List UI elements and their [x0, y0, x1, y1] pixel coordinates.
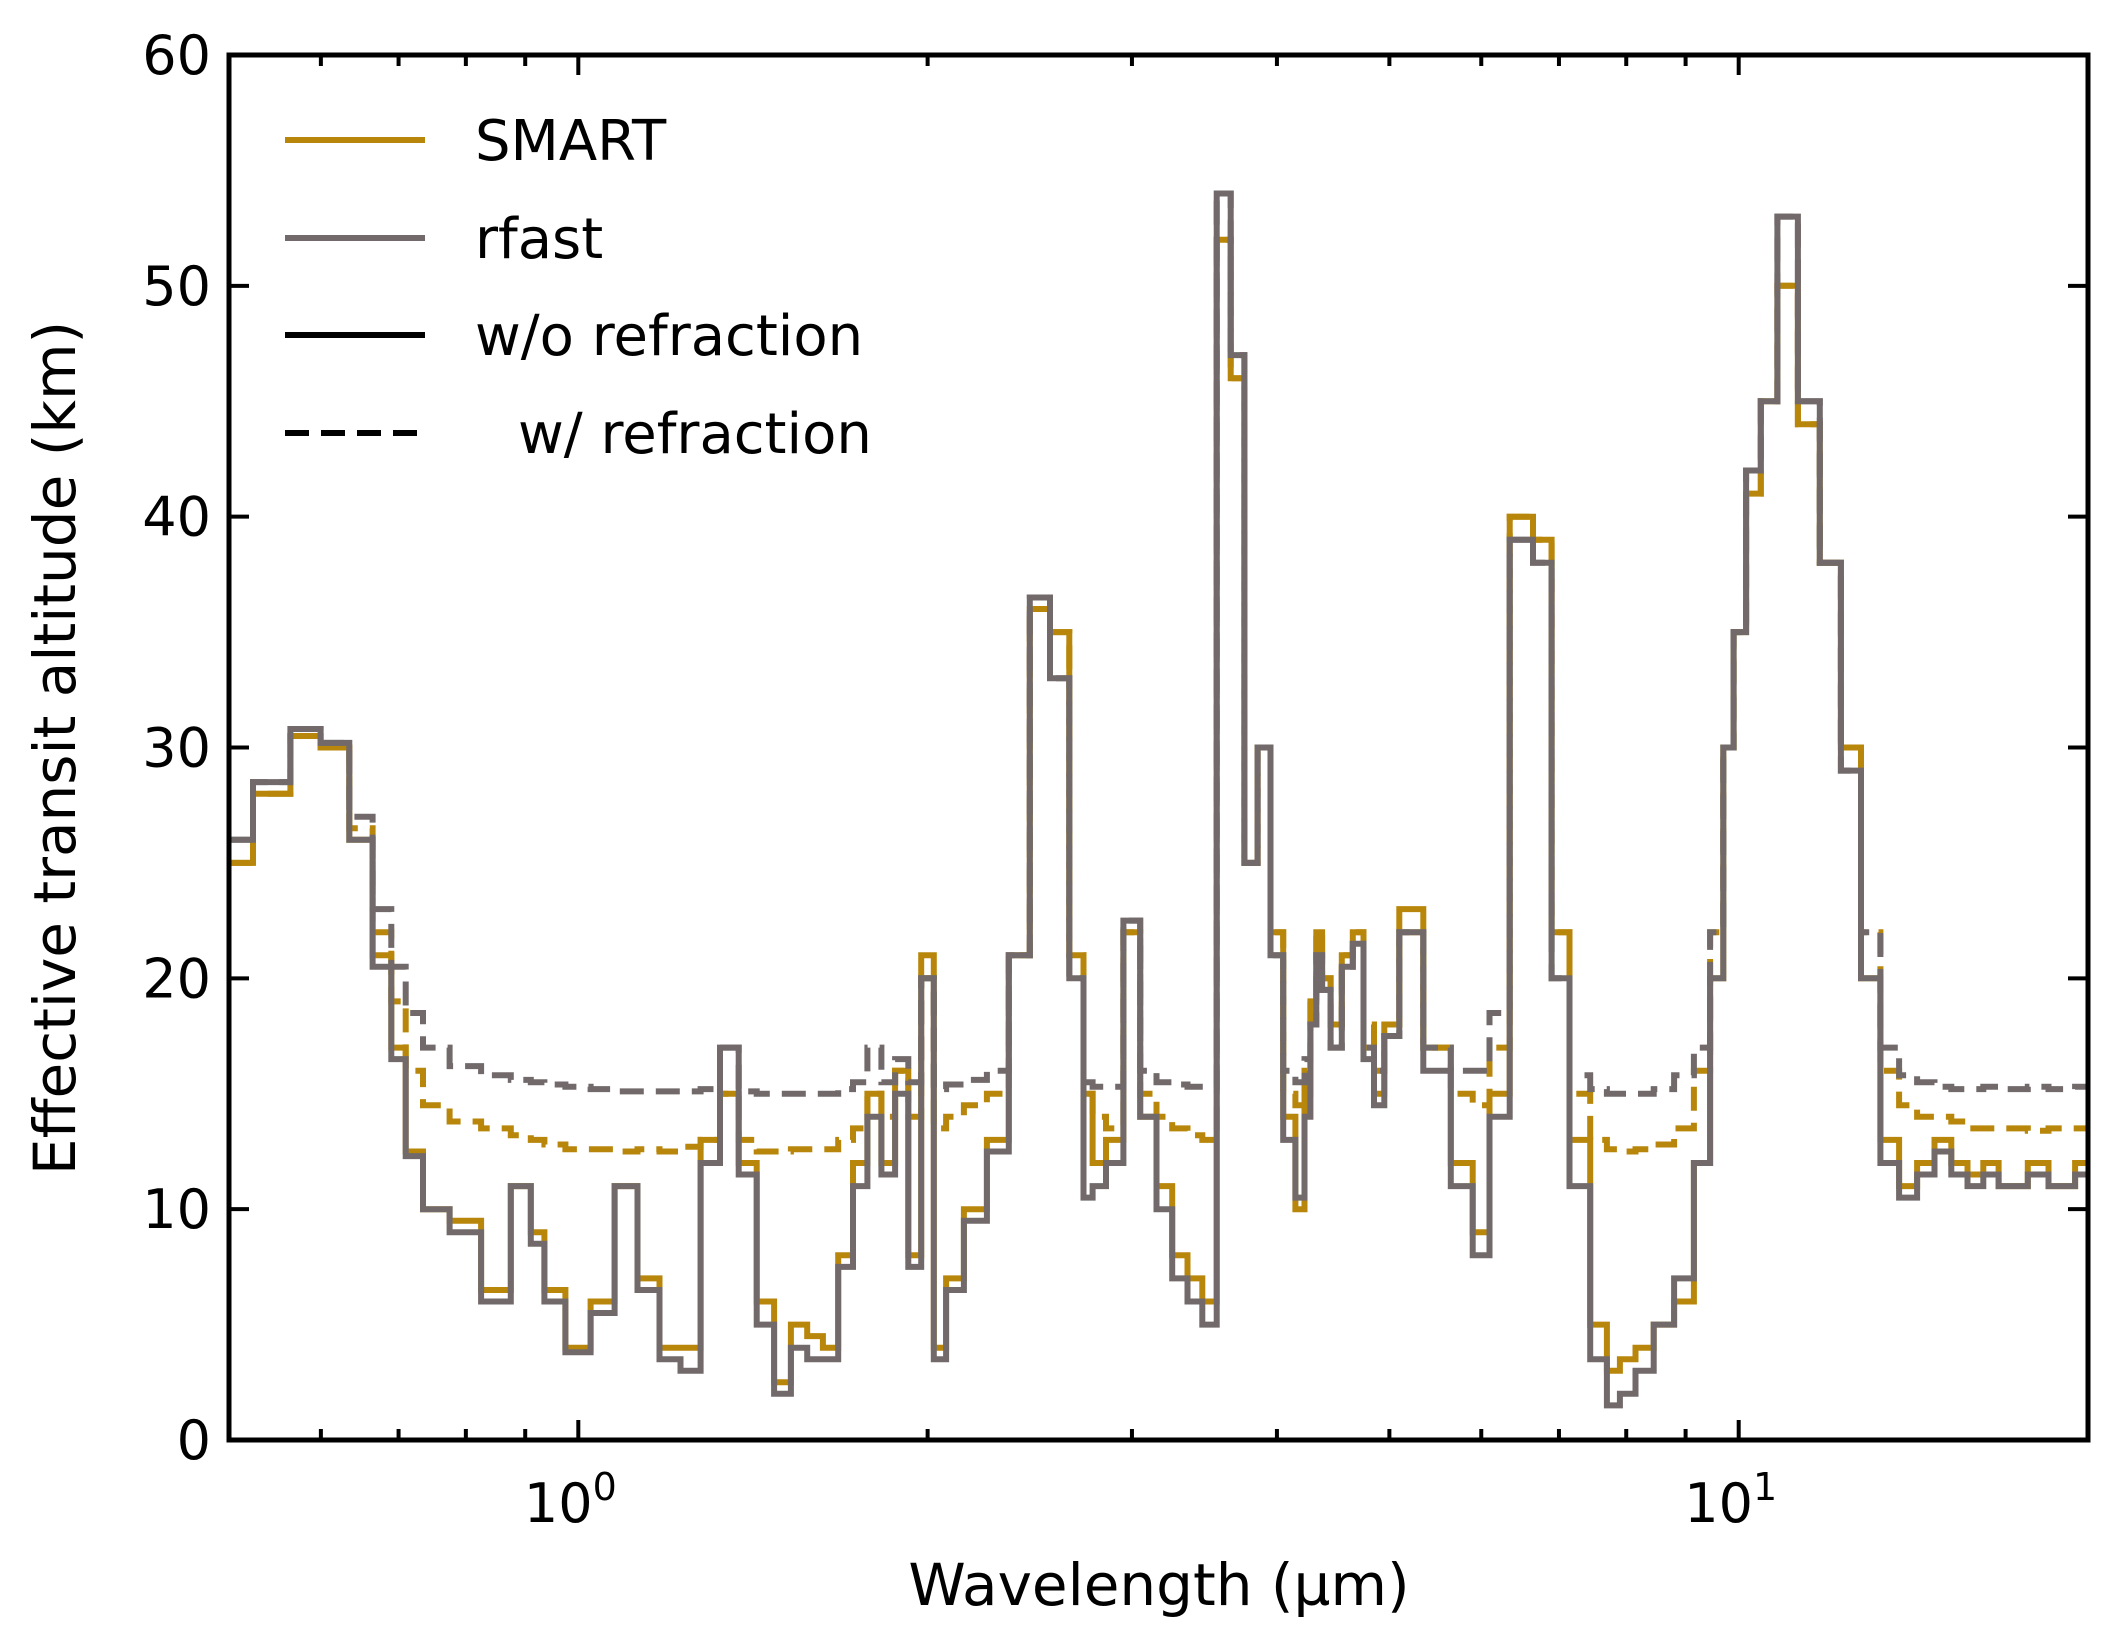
- y-tick-label: 30: [142, 717, 211, 780]
- y-tick-labels: 0 10 20 30 40 50 60: [142, 24, 211, 1472]
- legend-label-without-refraction: w/o refraction: [475, 304, 863, 369]
- y-tick-label: 20: [142, 947, 211, 1010]
- legend-label-smart: SMART: [475, 109, 667, 174]
- series-layer: [229, 190, 2088, 1409]
- smart-w-refraction-line: [229, 236, 2088, 1155]
- y-axis-title: Effective transit altitude (km): [21, 321, 89, 1175]
- legend-label-rfast: rfast: [475, 207, 603, 272]
- rfast-w-o-refraction-line: [229, 190, 2088, 1409]
- x-tick-labels: 100 101: [524, 1465, 1777, 1535]
- ticks-layer: [229, 53, 2088, 1442]
- y-tick-label: 50: [142, 255, 211, 318]
- y-tick-label: 60: [142, 24, 211, 87]
- x-tick-label: 101: [1684, 1465, 1777, 1535]
- y-tick-label: 40: [142, 486, 211, 549]
- x-axis-title: Wavelength (µm): [908, 1551, 1409, 1619]
- legend-label-with-refraction: w/ refraction: [518, 402, 872, 467]
- rfast-w-refraction-line: [229, 190, 2088, 1097]
- x-tick-label: 100: [524, 1465, 617, 1535]
- y-tick-label: 10: [142, 1178, 211, 1241]
- y-tick-label: 0: [177, 1409, 211, 1472]
- legend: SMART rfast w/o refraction w/ refraction: [285, 109, 872, 467]
